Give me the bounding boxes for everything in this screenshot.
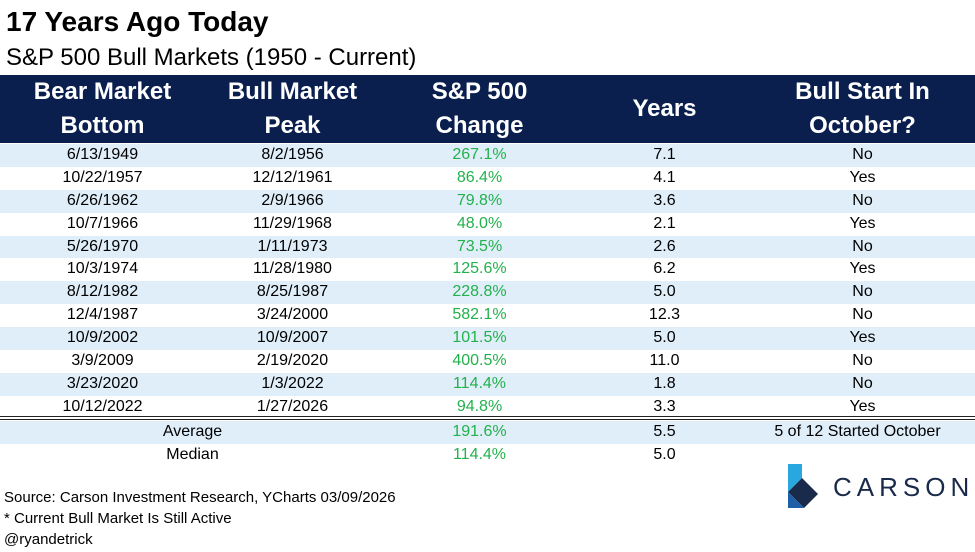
table-row: 8/12/1982 8/25/1987 228.8% 5.0 No	[0, 281, 975, 305]
col-header-bull-peak: Bull Market Peak	[227, 78, 358, 139]
years-cell: 7.1	[653, 146, 676, 163]
col-header-bear-bottom: Bear Market Bottom	[33, 78, 172, 139]
carson-logo-text: CARSON	[833, 472, 975, 502]
bear-bottom-cell: 10/12/2022	[62, 397, 143, 415]
years-cell: 2.1	[653, 214, 676, 232]
change-cell: 79.8%	[456, 191, 503, 209]
carson-chevron-icon	[788, 464, 818, 508]
table-row: 10/3/1974 11/28/1980 125.6% 6.2 Yes	[0, 258, 975, 281]
bear-bottom-cell: 6/13/1949	[66, 146, 139, 163]
october-cell: No	[852, 352, 873, 370]
bull-peak-cell: 3/24/2000	[256, 306, 329, 324]
bull-peak-cell: 8/2/1956	[261, 146, 324, 163]
change-cell: 400.5%	[452, 352, 507, 370]
bear-bottom-cell: 10/22/1957	[62, 168, 143, 186]
table-row: 3/9/2009 2/19/2020 400.5% 11.0 No	[0, 350, 975, 373]
col-header-change: S&P 500 Change	[431, 78, 528, 139]
col-header-october: Bull Start In October?	[795, 78, 930, 139]
table-row: 10/7/1966 11/29/1968 48.0% 2.1 Yes	[0, 213, 975, 236]
page-title: 17 Years Ago Today	[6, 6, 269, 37]
bear-bottom-cell: 10/7/1966	[66, 214, 139, 232]
change-cell: 114.4%	[452, 374, 507, 392]
change-cell: 48.0%	[456, 214, 503, 232]
years-cell: 12.3	[648, 306, 681, 324]
summary-row-median: Median 114.4% 5.0	[0, 444, 975, 467]
october-cell: No	[852, 191, 873, 209]
bull-peak-cell: 11/29/1968	[253, 214, 332, 232]
october-cell: No	[852, 237, 873, 255]
change-cell: 125.6%	[452, 260, 507, 278]
years-cell: 3.6	[653, 191, 676, 209]
years-cell: 4.1	[653, 168, 676, 186]
summary-october-cell: 5 of 12 Started October	[774, 423, 941, 440]
summary-change-cell: 191.6%	[452, 423, 507, 440]
table-row: 10/9/2002 10/9/2007 101.5% 5.0 Yes	[0, 327, 975, 351]
table-row: 6/13/1949 8/2/1956 267.1% 7.1 No	[0, 144, 975, 167]
bull-peak-cell: 2/19/2020	[256, 352, 329, 370]
source-note: Source: Carson Investment Research, YCha…	[4, 489, 396, 506]
bear-bottom-cell: 3/9/2009	[71, 352, 134, 370]
october-cell: Yes	[849, 168, 876, 186]
bear-bottom-cell: 3/23/2020	[66, 374, 139, 392]
summary-years-cell: 5.0	[653, 446, 676, 463]
october-cell: Yes	[849, 397, 876, 415]
summary-years-cell: 5.5	[653, 423, 676, 440]
change-cell: 73.5%	[456, 237, 503, 255]
years-cell: 2.6	[653, 237, 676, 255]
carson-logo: CARSON	[788, 464, 969, 510]
years-cell: 6.2	[653, 260, 676, 278]
bull-peak-cell: 11/28/1980	[253, 260, 332, 278]
october-cell: Yes	[849, 260, 876, 278]
october-cell: No	[852, 306, 873, 324]
change-cell: 94.8%	[456, 397, 503, 415]
table-row: 10/22/1957 12/12/1961 86.4% 4.1 Yes	[0, 167, 975, 190]
bull-peak-cell: 1/11/1973	[257, 237, 328, 255]
years-cell: 11.0	[649, 352, 680, 370]
bull-peak-cell: 2/9/1966	[261, 191, 324, 209]
bear-bottom-cell: 10/9/2002	[66, 329, 139, 347]
bull-peak-cell: 1/3/2022	[261, 374, 324, 392]
page-subtitle: S&P 500 Bull Markets (1950 - Current)	[6, 44, 417, 71]
october-cell: No	[852, 374, 873, 392]
october-cell: Yes	[849, 214, 876, 232]
years-cell: 5.0	[653, 283, 676, 301]
table-body: 6/13/1949 8/2/1956 267.1% 7.1 No 10/22/1957 12…	[0, 144, 975, 419]
change-cell: 101.5%	[452, 329, 507, 347]
table-row: 5/26/1970 1/11/1973 73.5% 2.6 No	[0, 235, 975, 259]
change-cell: 582.1%	[452, 306, 507, 324]
table-row: 3/23/2020 1/3/2022 114.4% 1.8 No	[0, 372, 975, 396]
change-cell: 86.4%	[456, 168, 503, 186]
bull-peak-cell: 12/12/1961	[252, 168, 333, 186]
table-row: 12/4/1987 3/24/2000 582.1% 12.3 No	[0, 304, 975, 327]
summary-label-cell: Median	[166, 446, 219, 463]
years-cell: 1.8	[653, 374, 676, 392]
summary-label-cell: Average	[162, 423, 223, 440]
bull-peak-cell: 10/9/2007	[256, 329, 329, 347]
bear-bottom-cell: 8/12/1982	[66, 283, 139, 301]
summary-change-cell: 114.4%	[452, 446, 507, 463]
summary-divider-bottom	[0, 419, 975, 420]
years-cell: 5.0	[653, 329, 676, 347]
bull-peak-cell: 8/25/1987	[256, 283, 329, 301]
active-note: * Current Bull Market Is Still Active	[4, 510, 232, 527]
table-row: 6/26/1962 2/9/1966 79.8% 3.6 No	[0, 189, 975, 213]
october-cell: No	[852, 283, 873, 301]
summary-divider-top	[0, 416, 975, 417]
years-cell: 3.3	[653, 397, 676, 415]
bear-bottom-cell: 5/26/1970	[66, 237, 139, 255]
change-cell: 228.8%	[452, 283, 507, 301]
bear-bottom-cell: 12/4/1987	[66, 306, 139, 324]
bull-peak-cell: 1/27/2026	[256, 397, 329, 415]
table-header: Bear Market Bottom Bull Market Peak S&P 50…	[0, 75, 975, 143]
bear-bottom-cell: 6/26/1962	[66, 191, 139, 209]
october-cell: Yes	[849, 329, 876, 347]
bear-bottom-cell: 10/3/1974	[66, 260, 139, 278]
october-cell: No	[852, 146, 873, 163]
author-handle: @ryandetrick	[4, 531, 93, 548]
change-cell: 267.1%	[452, 146, 507, 163]
col-header-years: Years	[632, 95, 697, 122]
table-row: 10/12/2022 1/27/2026 94.8% 3.3 Yes	[0, 396, 975, 419]
summary-row-average: Average 191.6% 5.5 5 of 12 Started October	[0, 421, 975, 444]
